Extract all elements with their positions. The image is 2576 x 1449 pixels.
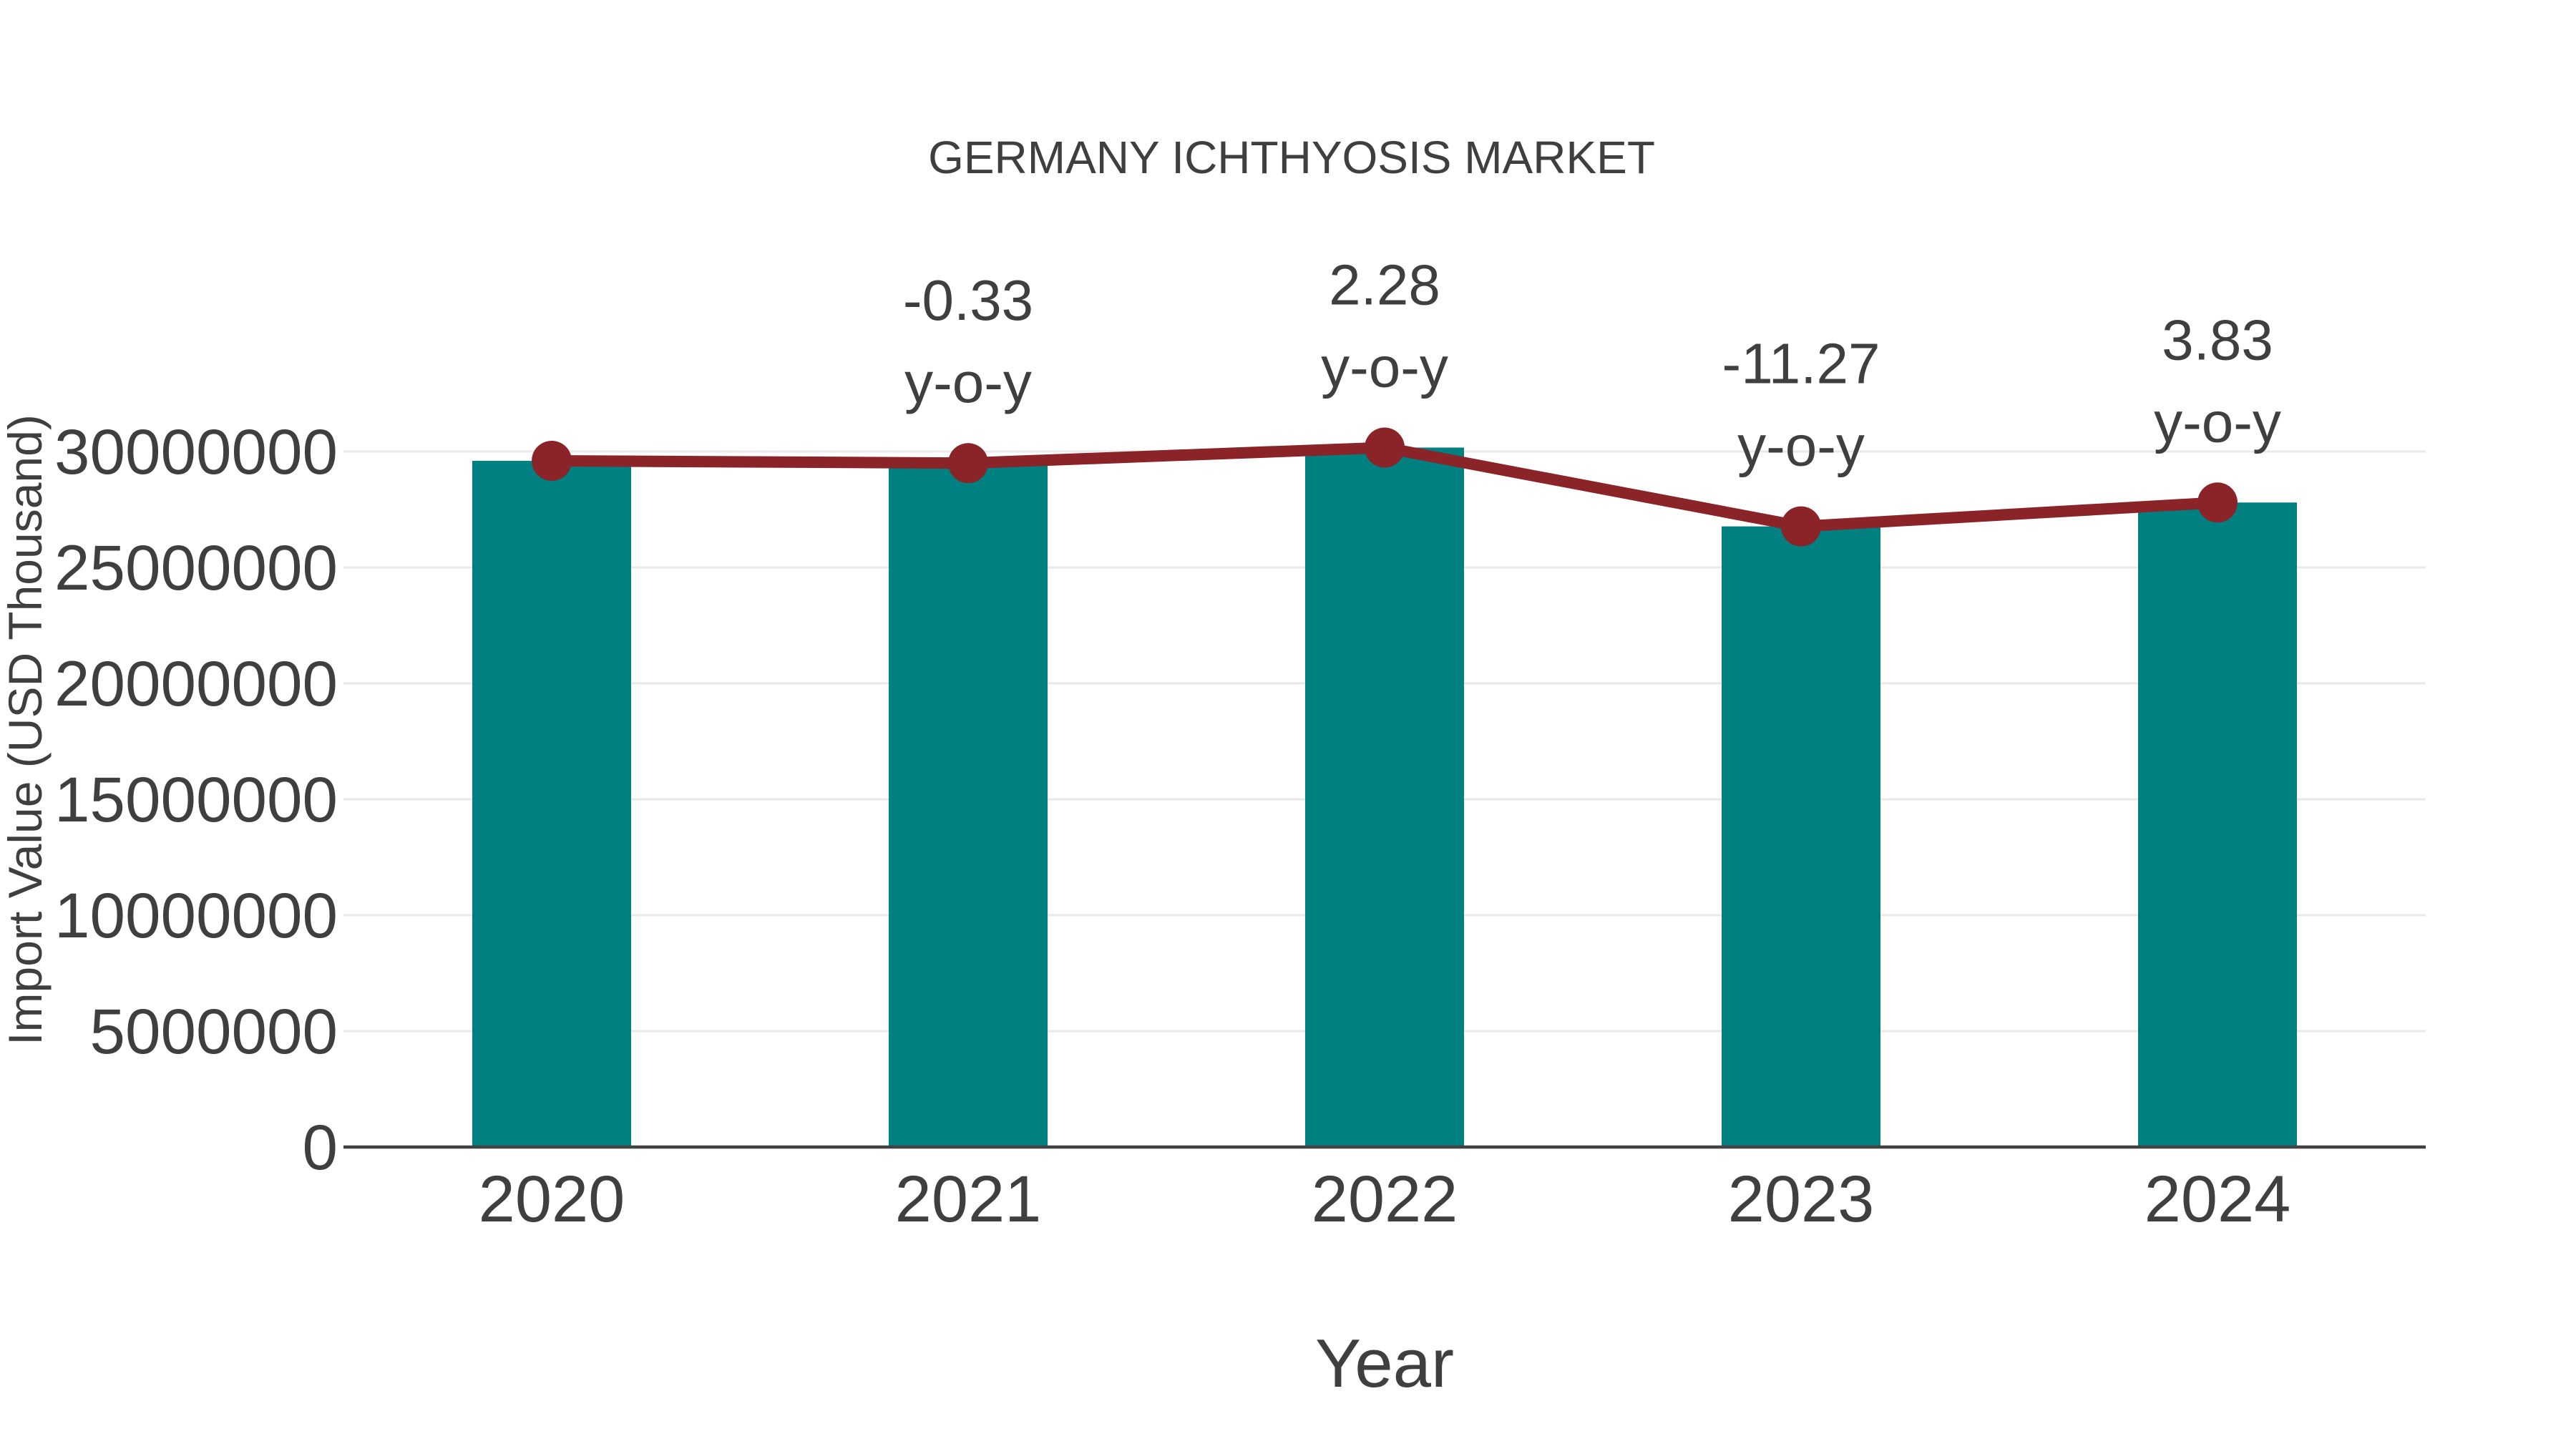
y-tick-label-5000000: 5000000 — [90, 995, 338, 1067]
x-tick-label-2021: 2021 — [895, 1163, 1042, 1236]
x-tick-label-2020: 2020 — [479, 1163, 625, 1236]
bar-2023 — [1722, 526, 1880, 1147]
x-tick-label-2024: 2024 — [2145, 1163, 2291, 1236]
bars-layer — [472, 447, 2297, 1147]
y-tick-label-0: 0 — [303, 1111, 338, 1183]
annotation-value-2021: -0.33 — [903, 268, 1033, 332]
chart-title: GERMANY ICHTHYOSIS MARKET — [928, 132, 1655, 183]
annotation-label-2024: y-o-y — [2154, 390, 2281, 454]
x-tick-label-2023: 2023 — [1728, 1163, 1875, 1236]
x-axis-title: Year — [1315, 1325, 1454, 1402]
annotation-label-2022: y-o-y — [1321, 335, 1448, 399]
y-tick-label-15000000: 15000000 — [54, 763, 338, 835]
annotation-value-2022: 2.28 — [1329, 253, 1440, 316]
trend-line-layer — [532, 427, 2238, 547]
y-tick-label-10000000: 10000000 — [54, 879, 338, 951]
trend-marker-2020 — [532, 440, 572, 481]
trend-marker-2022 — [1365, 427, 1405, 468]
annotation-label-2023: y-o-y — [1737, 414, 1865, 478]
annotation-value-2023: -11.27 — [1722, 332, 1880, 396]
trend-marker-2024 — [2197, 482, 2238, 523]
y-axis-title: Import Value (USD Thousand) — [0, 414, 52, 1045]
annotation-label-2021: y-o-y — [904, 351, 1032, 414]
annotation-value-2024: 3.83 — [2162, 308, 2273, 371]
x-tick-label-2022: 2022 — [1312, 1163, 1458, 1236]
bar-2020 — [472, 460, 631, 1147]
tick-labels-layer: 0 5000000 10000000 15000000 20000000 25000000… — [54, 416, 2290, 1236]
annotations-layer: -0.33 y-o-y 2.28 y-o-y -11.27 y-o-y 3.83 y-o-y — [903, 253, 2281, 477]
bar-2021 — [889, 463, 1048, 1147]
bar-2024 — [2138, 502, 2297, 1147]
trend-marker-2023 — [1781, 506, 1821, 547]
y-tick-label-20000000: 20000000 — [54, 648, 338, 719]
y-tick-label-30000000: 30000000 — [54, 416, 338, 487]
bar-2022 — [1305, 447, 1464, 1147]
y-tick-label-25000000: 25000000 — [54, 532, 338, 603]
trend-marker-2021 — [948, 443, 988, 484]
